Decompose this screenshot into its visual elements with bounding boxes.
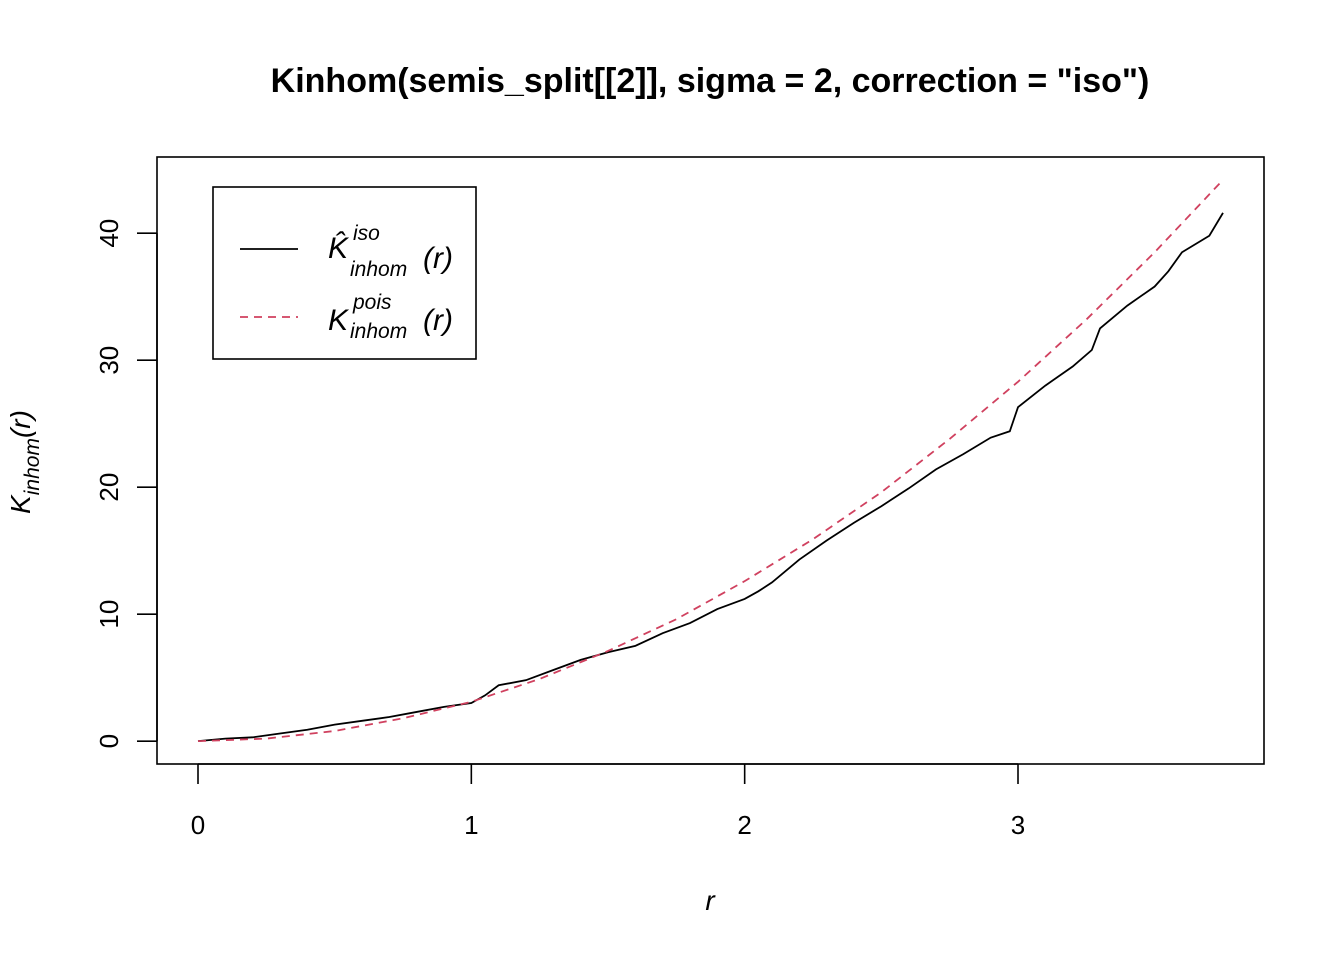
y-tick-label: 20 [94, 473, 124, 502]
legend-sub-iso: inhom [350, 258, 407, 281]
x-axis-label: r [705, 885, 716, 916]
legend-arg-iso: (r) [423, 242, 453, 275]
legend-sup-pois: pois [352, 291, 392, 314]
legend: K̂ iso inhom (r) K pois inhom (r) [212, 186, 477, 360]
legend-sup-iso: iso [353, 222, 380, 245]
legend-box [212, 186, 477, 360]
legend-label-pois: K [328, 304, 350, 337]
y-tick-label: 0 [94, 734, 124, 748]
y-tick-label: 10 [94, 600, 124, 629]
series-line-1 [197, 179, 1224, 743]
legend-label-iso: K̂ [328, 232, 350, 265]
x-tick-label: 0 [191, 810, 205, 840]
y-tick-label: 30 [94, 346, 124, 375]
series-line-0 [197, 212, 1224, 743]
y-axis-label: Kinhom(r) [5, 410, 44, 514]
x-tick-label: 1 [464, 810, 478, 840]
x-tick-label: 2 [737, 810, 751, 840]
legend-sub-pois: inhom [350, 320, 407, 343]
y-axis: 0 10 20 30 40 [94, 219, 158, 748]
x-axis: 0 1 2 3 [191, 763, 1025, 840]
legend-arg-pois: (r) [423, 304, 453, 337]
series-group [197, 179, 1224, 743]
x-tick-label: 3 [1011, 810, 1025, 840]
y-tick-label: 40 [94, 219, 124, 248]
chart-title: Kinhom(semis_split[[2]], sigma = 2, corr… [271, 62, 1150, 100]
